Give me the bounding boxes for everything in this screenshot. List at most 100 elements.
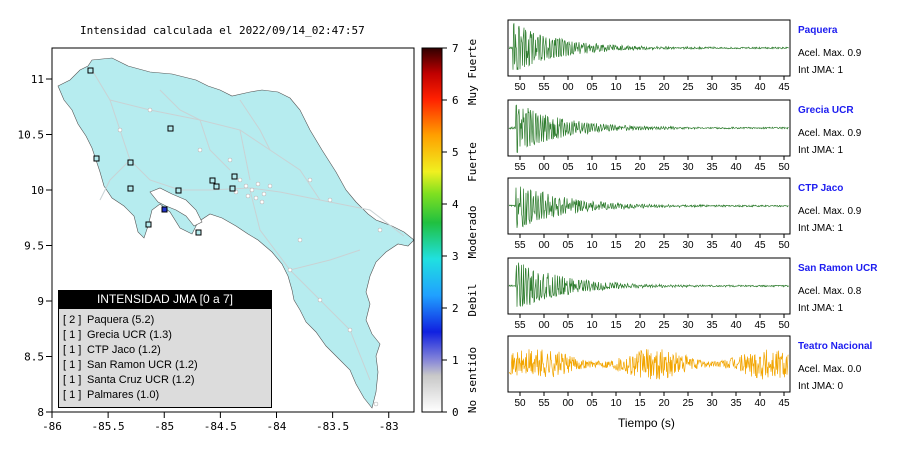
time-tick-label: 55 (538, 82, 550, 93)
time-tick-label: 45 (754, 240, 766, 251)
time-tick-label: 50 (778, 240, 790, 251)
time-tick-label: 20 (658, 398, 670, 409)
colorbar-tick-label: 3 (452, 250, 459, 263)
time-tick-label: 30 (682, 320, 694, 331)
waveform-trace (508, 23, 789, 70)
time-tick-label: 20 (634, 320, 646, 331)
station-name: CTP Jaco (798, 183, 843, 194)
time-tick-label: 55 (514, 240, 526, 251)
station-dots (117, 107, 383, 407)
colorbar-tick-label: 0 (452, 406, 459, 419)
lon-tick-label: -83 (379, 420, 399, 433)
legend-item: [ 1 ] Palmares (1.0) (63, 388, 271, 403)
colorbar-category-label: No sentido (466, 347, 479, 413)
map-frame (51, 47, 415, 413)
time-tick-label: 30 (682, 240, 694, 251)
station-name: Grecia UCR (798, 105, 854, 116)
time-tick-label: 45 (778, 82, 790, 93)
station-accel: Acel. Max. 0.9 (798, 128, 862, 139)
time-tick-label: 15 (610, 240, 622, 251)
time-tick-label: 10 (610, 82, 622, 93)
time-tick-label: 55 (514, 162, 526, 173)
station-jma: Int JMA: 0 (798, 381, 843, 392)
station-accel: Acel. Max. 0.9 (798, 206, 862, 217)
legend-item-label: CTP Jaco (1.2) (87, 344, 161, 356)
waveform-trace (508, 349, 789, 380)
station-jma: Int JMA: 1 (798, 65, 843, 76)
station-name: Paquera (798, 25, 838, 36)
station-jma: Int JMA: 1 (798, 223, 843, 234)
station-accel: Acel. Max. 0.8 (798, 286, 862, 297)
lat-tick-label: 11 (31, 73, 44, 86)
time-tick-label: 55 (514, 320, 526, 331)
time-tick-label: 00 (538, 162, 550, 173)
station-name: San Ramon UCR (798, 263, 878, 274)
legend-title: INTENSIDAD JMA [0 a 7] (58, 290, 272, 308)
time-tick-label: 35 (706, 320, 718, 331)
time-tick-label: 35 (730, 82, 742, 93)
land-costa-rica (57, 57, 415, 409)
legend-item: [ 1 ] CTP Jaco (1.2) (63, 343, 271, 358)
time-tick-label: 45 (778, 398, 790, 409)
legend-item-jma: [ 1 ] (63, 374, 82, 386)
time-tick-label: 40 (754, 82, 766, 93)
lat-tick-label: 9 (37, 295, 44, 308)
legend-item-label: Santa Cruz UCR (1.2) (87, 374, 195, 386)
time-tick-label: 05 (562, 240, 574, 251)
legend-item-label: San Ramon UCR (1.2) (87, 359, 198, 371)
time-tick-label: 35 (706, 240, 718, 251)
waveform-panel: 55 00 05 10 15 20 25 30 35 40 45 50 San Ramon UCR Ace… (507, 257, 878, 331)
time-tick-label: 10 (586, 320, 598, 331)
time-tick-label: 45 (754, 162, 766, 173)
station-jma: Int JMA: 1 (798, 303, 843, 314)
station-accel: Acel. Max. 0.0 (798, 364, 862, 375)
colorbar-tick-label: 5 (452, 146, 459, 159)
time-tick-label: 05 (562, 162, 574, 173)
station-accel: Acel. Max. 0.9 (798, 48, 862, 59)
time-tick-label: 10 (610, 398, 622, 409)
time-tick-label: 25 (682, 398, 694, 409)
intensity-legend: [ 2 ] Paquera (5.2) [ 1 ] Grecia UCR (1.3) [… (58, 308, 272, 408)
time-tick-label: 15 (634, 82, 646, 93)
waveform-panels: 50 55 00 05 10 15 20 25 30 35 40 45 Paquera Acel. Max… (507, 19, 878, 409)
colorbar-tick-label: 6 (452, 94, 459, 107)
legend-item: [ 2 ] Paquera (5.2) (63, 313, 271, 328)
legend-item-jma: [ 1 ] (63, 359, 82, 371)
time-tick-label: 30 (682, 162, 694, 173)
legend-item-label: Palmares (1.0) (87, 389, 160, 401)
time-tick-label: 40 (730, 320, 742, 331)
time-tick-label: 50 (514, 398, 526, 409)
waveform-panel: 55 00 05 10 15 20 25 30 35 40 45 50 Grecia UCR Acel. … (507, 99, 862, 173)
lat-tick-label: 9.5 (24, 240, 44, 253)
longitude-axis: -86 -85.5 -85 -84.5 -84 -83.5 -83 (42, 412, 399, 433)
time-tick-label: 00 (562, 398, 574, 409)
time-tick-label: 10 (586, 162, 598, 173)
time-tick-label: 00 (538, 320, 550, 331)
time-tick-label: 15 (610, 320, 622, 331)
road-network (91, 69, 405, 381)
lon-tick-label: -84.5 (204, 420, 237, 433)
time-tick-label: 20 (634, 162, 646, 173)
time-tick-label: 50 (514, 82, 526, 93)
waveform-panel: 55 00 05 10 15 20 25 30 35 40 45 50 CTP Jaco Acel. Ma… (507, 177, 862, 251)
time-tick-label: 25 (682, 82, 694, 93)
waveform-panel: 50 55 00 05 10 15 20 25 30 35 40 45 Teatro Nacional A… (507, 335, 872, 409)
time-tick-label: 20 (658, 82, 670, 93)
time-tick-label: 25 (658, 320, 670, 331)
legend-item-jma: [ 1 ] (63, 344, 82, 356)
colorbar-labels: No sentido Debil Moderado Fuerte Muy Fuerte (466, 39, 479, 413)
colorbar-category-label: Muy Fuerte (466, 39, 479, 105)
gulf-of-nicoya (149, 187, 203, 227)
time-tick-label: 00 (562, 82, 574, 93)
time-tick-label: 35 (730, 398, 742, 409)
colorbar-ticks: 0 1 2 3 4 5 6 7 (442, 42, 459, 419)
map-title: Intensidad calculada el 2022/09/14_02:47… (80, 24, 365, 37)
legend-item-label: Grecia UCR (1.3) (87, 329, 172, 341)
time-tick-label: 00 (538, 240, 550, 251)
legend-item: [ 1 ] Santa Cruz UCR (1.2) (63, 373, 271, 388)
colorbar-category-label: Debil (466, 283, 479, 316)
time-tick-label: 05 (586, 398, 598, 409)
time-tick-label: 25 (658, 240, 670, 251)
paquera-marker (161, 206, 168, 213)
lat-tick-label: 10.5 (18, 129, 45, 142)
